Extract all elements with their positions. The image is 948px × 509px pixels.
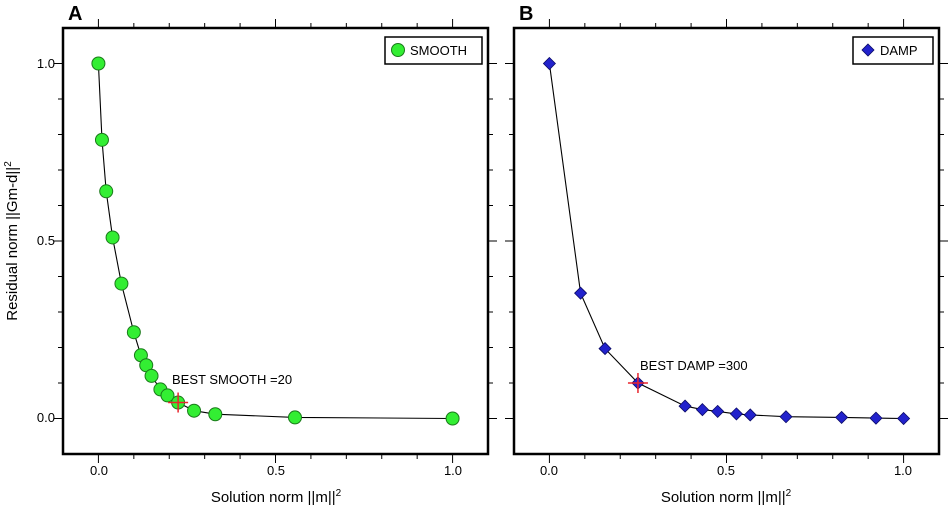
legend-smooth: SMOOTH — [384, 36, 483, 65]
damp-markers — [542, 56, 911, 426]
x-tick-label-b-2: 1.0 — [894, 463, 912, 478]
data-point — [542, 56, 556, 71]
best-smooth-label: BEST SMOOTH =20 — [172, 372, 292, 387]
best-smooth-marker — [168, 392, 189, 413]
data-point — [729, 407, 743, 421]
data-point — [94, 132, 109, 147]
data-point — [99, 184, 114, 199]
data-point — [160, 388, 175, 403]
panel-a-letter: A — [68, 3, 82, 25]
data-point — [208, 407, 223, 422]
data-point — [91, 56, 106, 71]
data-point — [445, 411, 460, 426]
x-tick-label-a-2: 1.0 — [444, 463, 462, 478]
data-point — [711, 404, 725, 418]
best-damp-marker — [627, 373, 648, 393]
data-point — [743, 408, 757, 422]
smooth-markers — [91, 56, 460, 426]
y-tick-label-1: 0.5 — [37, 233, 55, 248]
data-point — [897, 411, 911, 426]
legend-smooth-label: SMOOTH — [410, 43, 467, 58]
data-point — [287, 410, 302, 425]
legend-damp: DAMP — [852, 36, 934, 65]
x-tick-label-a-1: 0.5 — [267, 463, 285, 478]
data-point — [869, 411, 883, 425]
data-point — [779, 410, 793, 424]
data-point — [574, 286, 588, 300]
x-axis-title-b: Solution norm ||m||2 — [661, 488, 792, 506]
data-point — [835, 410, 849, 425]
data-point — [105, 230, 120, 245]
panel-b-ticks — [505, 19, 948, 463]
best-damp-label: BEST DAMP =300 — [640, 358, 748, 373]
panel-b-frame — [512, 26, 941, 456]
panel-a-frame — [61, 26, 490, 456]
legend-damp-label: DAMP — [880, 43, 918, 58]
data-point — [144, 368, 159, 383]
panel-b-letter: B — [519, 3, 533, 25]
y-axis-title: Residual norm ||Gm-d||2 — [3, 161, 21, 321]
data-point — [678, 399, 692, 413]
data-point — [114, 276, 129, 291]
panel-a: A BEST SMOOTH =20 0.0 0.5 1.0 0.0 0.5 1.… — [3, 3, 497, 506]
data-point — [126, 325, 141, 340]
x-tick-label-a-0: 0.0 — [90, 463, 108, 478]
y-tick-label-2: 1.0 — [37, 56, 55, 71]
y-tick-label-0: 0.0 — [37, 410, 55, 425]
legend-smooth-symbol — [391, 43, 405, 57]
data-point — [598, 341, 612, 356]
x-axis-title-a: Solution norm ||m||2 — [211, 488, 342, 506]
legend-damp-symbol — [861, 43, 875, 57]
panel-a-ticks — [54, 19, 497, 463]
data-point — [695, 403, 709, 417]
x-tick-label-b-0: 0.0 — [540, 463, 558, 478]
data-point — [187, 403, 202, 418]
x-tick-label-b-1: 0.5 — [717, 463, 735, 478]
panel-b: B BEST DAMP =300 0.0 0.5 1.0 Solution no… — [505, 3, 948, 506]
